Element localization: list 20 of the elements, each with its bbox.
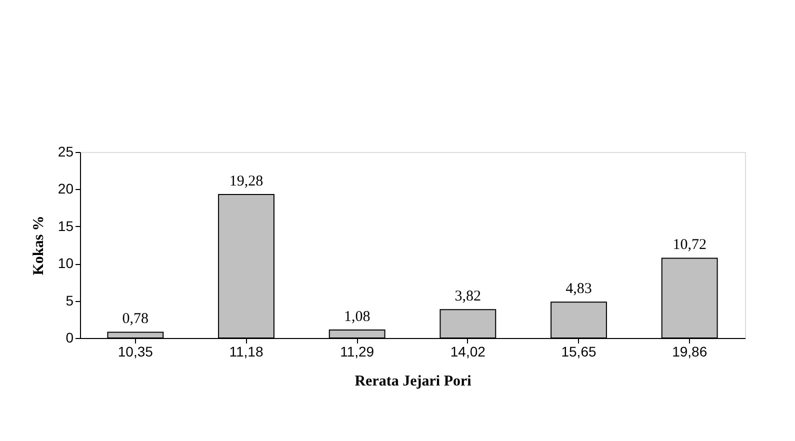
x-tick-label: 11,29 [340, 344, 374, 360]
y-tick-label: 5 [66, 292, 74, 308]
x-axis-title: Rerata Jejari Pori [354, 374, 472, 390]
x-tick-label: 15,65 [561, 344, 596, 360]
x-tick-label: 10,35 [118, 344, 154, 360]
y-tick-label: 0 [66, 330, 74, 346]
data-label: 0,78 [122, 311, 149, 328]
y-tick-label: 15 [58, 218, 74, 234]
y-tick-label: 20 [58, 180, 74, 197]
y-axis-title: Kokas % [30, 216, 47, 276]
y-tick-label: 10 [58, 255, 74, 272]
y-tick-label: 25 [58, 144, 74, 160]
data-label: 10,72 [672, 237, 706, 254]
x-tick-label: 19,86 [672, 344, 708, 360]
data-label: 1,08 [344, 308, 370, 325]
data-label: 19,28 [229, 174, 264, 190]
x-tick-label: 11,18 [229, 344, 264, 360]
data-label: 4,83 [566, 281, 592, 298]
data-label: 3,82 [454, 288, 482, 305]
x-tick-label: 14,02 [450, 344, 486, 360]
